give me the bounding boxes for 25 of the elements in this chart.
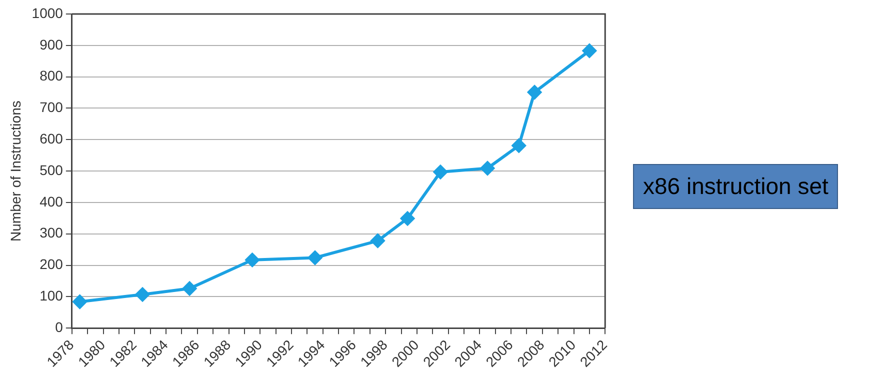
point bbox=[308, 250, 322, 265]
y-tick-label: 500 bbox=[40, 162, 64, 178]
y-tick-label: 0 bbox=[55, 318, 64, 335]
point bbox=[512, 138, 526, 153]
y-tick-label: 400 bbox=[40, 193, 64, 210]
y-tick-label: 700 bbox=[40, 99, 64, 116]
point bbox=[480, 161, 495, 176]
point bbox=[245, 252, 260, 267]
point bbox=[528, 85, 542, 100]
point bbox=[582, 44, 596, 58]
y-tick-label: 100 bbox=[40, 288, 64, 304]
text: x86 instruction set bbox=[633, 164, 838, 209]
y-tick-label: 800 bbox=[40, 68, 64, 84]
y-tick-label: 300 bbox=[40, 224, 64, 241]
y-tick-label: 200 bbox=[40, 256, 64, 272]
y-tick-label: 900 bbox=[40, 36, 64, 52]
y-axis-title: Number of Instructions bbox=[7, 100, 24, 242]
point bbox=[370, 234, 385, 248]
y-tick-label: 1000 bbox=[32, 4, 64, 21]
point bbox=[136, 287, 150, 302]
point bbox=[400, 211, 415, 226]
point bbox=[433, 164, 448, 179]
point bbox=[72, 294, 87, 309]
point bbox=[182, 282, 197, 296]
y-tick-label: 600 bbox=[40, 130, 64, 146]
